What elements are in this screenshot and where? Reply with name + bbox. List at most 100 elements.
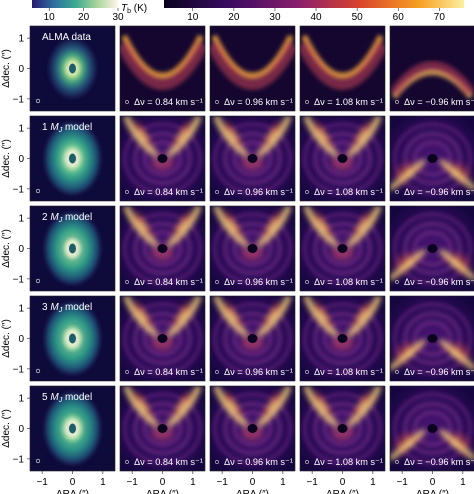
panel-r0-c0: ALMA data [29, 25, 116, 112]
panel-r4-c1: Δν = 0.84 km s⁻¹ [119, 385, 206, 472]
y-axis-label: Δdec. (″) [1, 229, 12, 268]
x-axis-label: ΔRA (″) [236, 489, 269, 494]
velocity-label: Δν = 1.08 km s⁻¹ [314, 277, 383, 287]
y-tick-label: 0 [18, 154, 24, 165]
y-tick-label: 1 [18, 304, 24, 315]
x-tick-label: 0 [430, 477, 436, 488]
x-tick-label: −1 [36, 477, 48, 488]
y-tick-label: 0 [18, 64, 24, 75]
x-tick-label: 1 [280, 477, 286, 488]
x-axis-label: ΔRA (″) [146, 489, 179, 494]
colorbar-tick-label: 30 [269, 12, 281, 23]
velocity-label: Δν = 0.84 km s⁻¹ [134, 367, 203, 377]
velocity-label: Δν = 0.84 km s⁻¹ [134, 97, 203, 107]
y-tick-label: −1 [13, 94, 25, 105]
row-label: 3 MJ model [42, 302, 92, 314]
panel-r4-c0: 5 MJ model [29, 385, 116, 472]
panel-r3-c0: 3 MJ model [29, 295, 116, 382]
panel-r1-c1: Δν = 0.84 km s⁻¹ [119, 115, 206, 202]
velocity-label: Δν = 0.96 km s⁻¹ [224, 367, 293, 377]
panel-r0-c3: Δν = 1.08 km s⁻¹ [299, 25, 386, 112]
x-tick-label: −1 [126, 477, 138, 488]
panel-r2-c1: Δν = 0.84 km s⁻¹ [119, 205, 206, 292]
colorbar-line: 10 20 30 40 50 60 70 [164, 0, 464, 23]
y-tick-label: 0 [18, 334, 24, 345]
velocity-label: Δν = 0.96 km s⁻¹ [224, 457, 293, 467]
colorbar-tick-label: 30 [112, 12, 124, 23]
panel-r0-c2: Δν = 0.96 km s⁻¹ [209, 25, 296, 112]
velocity-label: Δν = −0.96 km s⁻¹ [404, 367, 474, 377]
colorbar-continuum: 10 20 30 [32, 0, 124, 23]
x-tick-label: −1 [216, 477, 228, 488]
colorbar-label: Tb (K) [121, 3, 147, 15]
velocity-label: Δν = 1.08 km s⁻¹ [314, 97, 383, 107]
y-tick-label: −1 [13, 274, 25, 285]
panel-r2-c3: Δν = 1.08 km s⁻¹ [299, 205, 386, 292]
row-label: 5 MJ model [42, 392, 92, 404]
panel-r1-c0: 1 MJ model [29, 115, 116, 202]
x-tick-label: 1 [100, 477, 106, 488]
colorbar-tick-label: 10 [187, 12, 199, 23]
x-axis-label: ΔRA (″) [326, 489, 359, 494]
x-tick-label: 0 [70, 477, 76, 488]
row-label: 1 MJ model [42, 122, 92, 134]
x-tick-label: 1 [190, 477, 196, 488]
y-tick-label: 1 [18, 394, 24, 405]
y-axis-label: Δdec. (″) [1, 319, 12, 358]
velocity-label: Δν = 0.84 km s⁻¹ [134, 187, 203, 197]
y-tick-label: 0 [18, 244, 24, 255]
y-tick-label: 1 [18, 124, 24, 135]
velocity-label: Δν = −0.96 km s⁻¹ [404, 457, 474, 467]
panel-r1-c3: Δν = 1.08 km s⁻¹ [299, 115, 386, 202]
panel-r4-c2: Δν = 0.96 km s⁻¹ [209, 385, 296, 472]
y-tick-label: 1 [18, 214, 24, 225]
y-tick-label: −1 [13, 184, 25, 195]
x-tick-label: 1 [370, 477, 376, 488]
panel-r4-c4: Δν = −0.96 km s⁻¹ [389, 385, 474, 472]
velocity-label: Δν = 1.08 km s⁻¹ [314, 457, 383, 467]
panel-r3-c1: Δν = 0.84 km s⁻¹ [119, 295, 206, 382]
y-axis-label: Δdec. (″) [1, 409, 12, 448]
y-tick-label: −1 [13, 454, 25, 465]
x-tick-label: −1 [306, 477, 318, 488]
colorbar-tick-label: 50 [352, 12, 364, 23]
colorbar-tick-label: 60 [393, 12, 405, 23]
colorbar-tick-label: 70 [434, 12, 446, 23]
velocity-label: Δν = −0.96 km s⁻¹ [404, 187, 474, 197]
y-axis-label: Δdec. (″) [1, 139, 12, 178]
panel-r3-c2: Δν = 0.96 km s⁻¹ [209, 295, 296, 382]
panel-r2-c2: Δν = 0.96 km s⁻¹ [209, 205, 296, 292]
velocity-label: Δν = −0.96 km s⁻¹ [404, 277, 474, 287]
row-label: 2 MJ model [42, 212, 92, 224]
panel-r4-c3: Δν = 1.08 km s⁻¹ [299, 385, 386, 472]
velocity-label: Δν = −0.96 km s⁻¹ [404, 97, 474, 107]
row-label: ALMA data [42, 32, 91, 43]
panel-r3-c4: Δν = −0.96 km s⁻¹ [389, 295, 474, 382]
colorbar-tick-label: 20 [78, 12, 90, 23]
x-axis-label: ΔRA (″) [56, 489, 89, 494]
colorbar-tick-label: 10 [44, 12, 56, 23]
velocity-label: Δν = 0.96 km s⁻¹ [224, 187, 293, 197]
colorbar-tick-label: 40 [310, 12, 322, 23]
velocity-label: Δν = 0.96 km s⁻¹ [224, 97, 293, 107]
x-axis-label: ΔRA (″) [416, 489, 449, 494]
panel-r0-c4: Δν = −0.96 km s⁻¹ [389, 25, 474, 112]
velocity-label: Δν = 0.84 km s⁻¹ [134, 277, 203, 287]
y-axis-label: Δdec. (″) [1, 49, 12, 88]
x-tick-label: 1 [460, 477, 466, 488]
x-tick-label: 0 [250, 477, 256, 488]
colorbar-tick-label: 20 [228, 12, 240, 23]
panel-r2-c4: Δν = −0.96 km s⁻¹ [389, 205, 474, 292]
velocity-label: Δν = 1.08 km s⁻¹ [314, 367, 383, 377]
x-tick-label: 0 [160, 477, 166, 488]
panel-r3-c3: Δν = 1.08 km s⁻¹ [299, 295, 386, 382]
velocity-label: Δν = 1.08 km s⁻¹ [314, 187, 383, 197]
panel-r1-c4: Δν = −0.96 km s⁻¹ [389, 115, 474, 202]
panel-r2-c0: 2 MJ model [29, 205, 116, 292]
y-tick-label: 0 [18, 424, 24, 435]
y-tick-label: 1 [18, 34, 24, 45]
x-tick-label: 0 [340, 477, 346, 488]
y-tick-label: −1 [13, 364, 25, 375]
panel-r0-c1: Δν = 0.84 km s⁻¹ [119, 25, 206, 112]
